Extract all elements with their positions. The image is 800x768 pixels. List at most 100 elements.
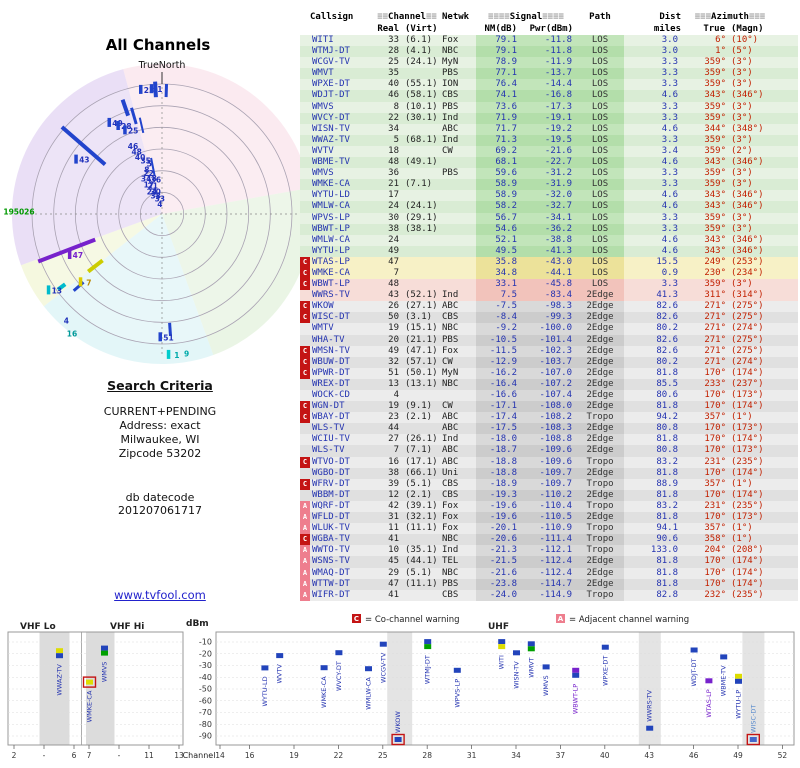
warning-spacer (300, 379, 310, 390)
channel-real: 27 (388, 434, 399, 445)
adjacent-channel-legend-text: = Adjacent channel warning (569, 615, 689, 625)
callsign: WMVS (312, 101, 334, 112)
azimuth-true: 343° (704, 90, 726, 101)
azimuth-true: 343° (704, 245, 726, 256)
channel-real: 48 (388, 157, 399, 168)
col-nm-db: NM(dB) (484, 23, 517, 34)
callsign: WBAY-DT (312, 412, 350, 423)
vhf-hi-label: VHF Hi (110, 622, 144, 632)
dbm-tick-label: -70 (199, 708, 212, 717)
signal-nm-db: -21.5 (476, 556, 520, 568)
signal-nm-db: -19.3 (476, 489, 520, 501)
channel-tick-label: 28 (422, 751, 432, 760)
callsign: WITI (312, 35, 334, 45)
azimuth-true: 359° (704, 101, 726, 112)
callsign: WFLD-DT (312, 512, 350, 523)
signal-path: LOS (576, 279, 624, 291)
channel-real: 13 (388, 378, 399, 389)
azimuth-true: 359° (704, 168, 726, 179)
channel-real: 23 (388, 412, 399, 423)
warning-spacer (300, 102, 310, 113)
adjacent-channel-warning-badge: A (300, 589, 310, 601)
vhf-lo-label: VHF Lo (20, 622, 56, 632)
channel-marker-bar (149, 84, 154, 94)
table-row: WWRS-TV 43 (52.1) Ind 7.5 -83.4 2Edge 41.3 311° (… (300, 290, 798, 302)
signal-nm-db: -17.1 (476, 401, 520, 413)
table-row: C WBUW-DT 32 (57.1) CW -12.9 -103.7 2Edge 80.2 27… (300, 356, 798, 368)
co-channel-warning-badge: C (300, 412, 310, 424)
distance-miles: 0.9 (661, 267, 678, 278)
network: NBC (442, 378, 459, 389)
signal-bar (56, 653, 63, 659)
signal-power-dbm: -112.1 (520, 545, 576, 557)
signal-power-dbm: -13.7 (520, 68, 576, 80)
signal-nm-db: -19.6 (476, 512, 520, 524)
col-signal: ≡≡≡≡Signal≡≡≡≡ (476, 12, 576, 24)
warning-spacer (300, 90, 310, 101)
network: Fox (442, 500, 459, 511)
header-rule: ≡≡ (377, 12, 389, 22)
header-rule: ≡≡≡≡ (542, 12, 564, 22)
channel-marker-label: 24 (147, 187, 157, 196)
db-datecode-value: 201207061717 (118, 504, 202, 517)
signal-path: 2Edge (576, 467, 624, 479)
azimuth-true: 357° (704, 478, 726, 489)
station-label: WYTU-LP (735, 690, 743, 719)
adjacent-channel-legend-icon (556, 614, 565, 623)
distance-miles: 82.6 (656, 301, 678, 312)
channel-tick-label: 11 (144, 751, 154, 760)
channel-marker-label: 1 (157, 85, 162, 94)
signal-power-dbm: -19.5 (520, 134, 576, 146)
signal-path: LOS (576, 90, 624, 102)
table-row: C WBWT-LP 48 33.1 -45.8 LOS 3.3 359° (3°) (300, 279, 798, 291)
signal-ray (86, 258, 104, 274)
channel-tick-label: 43 (644, 751, 654, 760)
azimuth-magnetic: (1°) (731, 534, 753, 545)
signal-bar (513, 650, 520, 656)
table-row: WMTV 19 (15.1) NBC -9.2 -100.0 2Edge 80.2 271° (2… (300, 323, 798, 335)
channel-virtual (402, 246, 440, 257)
callsign: WYTU-LP (312, 245, 350, 256)
azimuth-magnetic: (275°) (731, 301, 764, 312)
table-row: A WTTW-DT 47 (11.1) PBS -23.8 -114.7 2Edge 81.8 1… (300, 578, 798, 590)
network (440, 246, 476, 257)
azimuth-true: 230° (704, 267, 726, 278)
channel-virtual: (30.1) (405, 112, 438, 123)
table-row: WPVS-LP 30 (29.1) 56.7 -34.1 LOS 3.3 359° (3°) (300, 212, 798, 224)
signal-nm-db: -16.6 (476, 390, 520, 402)
signal-bar (379, 641, 387, 647)
distance-miles: 3.3 (661, 179, 678, 190)
warning-spacer (300, 445, 310, 456)
azimuth-true: 359° (704, 134, 726, 145)
channel-virtual: (21.1) (405, 334, 438, 345)
signal-power-dbm: -43.0 (520, 256, 576, 268)
tvfool-link[interactable]: www.tvfool.com (114, 588, 206, 602)
channel-marker-bar (166, 349, 171, 359)
channel-virtual: (68.1) (405, 134, 438, 145)
col-azimuth: ≡≡≡Azimuth≡≡≡ (684, 12, 776, 24)
channel-real: 11 (388, 523, 399, 534)
warning-spacer (300, 468, 310, 479)
signal-nm-db: 73.6 (476, 101, 520, 113)
distance-miles: 81.8 (656, 401, 678, 412)
signal-bar (498, 639, 506, 645)
signal-ray (153, 81, 158, 98)
network: CBS (442, 489, 459, 500)
channel-tick-label: 2 (12, 751, 17, 760)
signal-path: Tropo (576, 500, 624, 513)
channel-virtual: (5.1) (405, 478, 433, 489)
channel-virtual (402, 390, 440, 401)
channel-real: 24 (388, 234, 399, 245)
signal-nm-db: 69.2 (476, 145, 520, 158)
channel-virtual: (27.1) (405, 301, 438, 312)
warning-spacer (300, 213, 310, 224)
signal-nm-db: -18.0 (476, 434, 520, 446)
azimuth-magnetic: (234°) (731, 267, 764, 278)
channel-tick-label: 52 (778, 751, 788, 760)
signal-nm-db: -7.5 (476, 301, 520, 313)
azimuth-true: 1° (715, 46, 726, 57)
signal-bar (276, 653, 284, 659)
signal-nm-db: -18.9 (476, 478, 520, 490)
dbm-tick-label: -50 (199, 685, 212, 694)
